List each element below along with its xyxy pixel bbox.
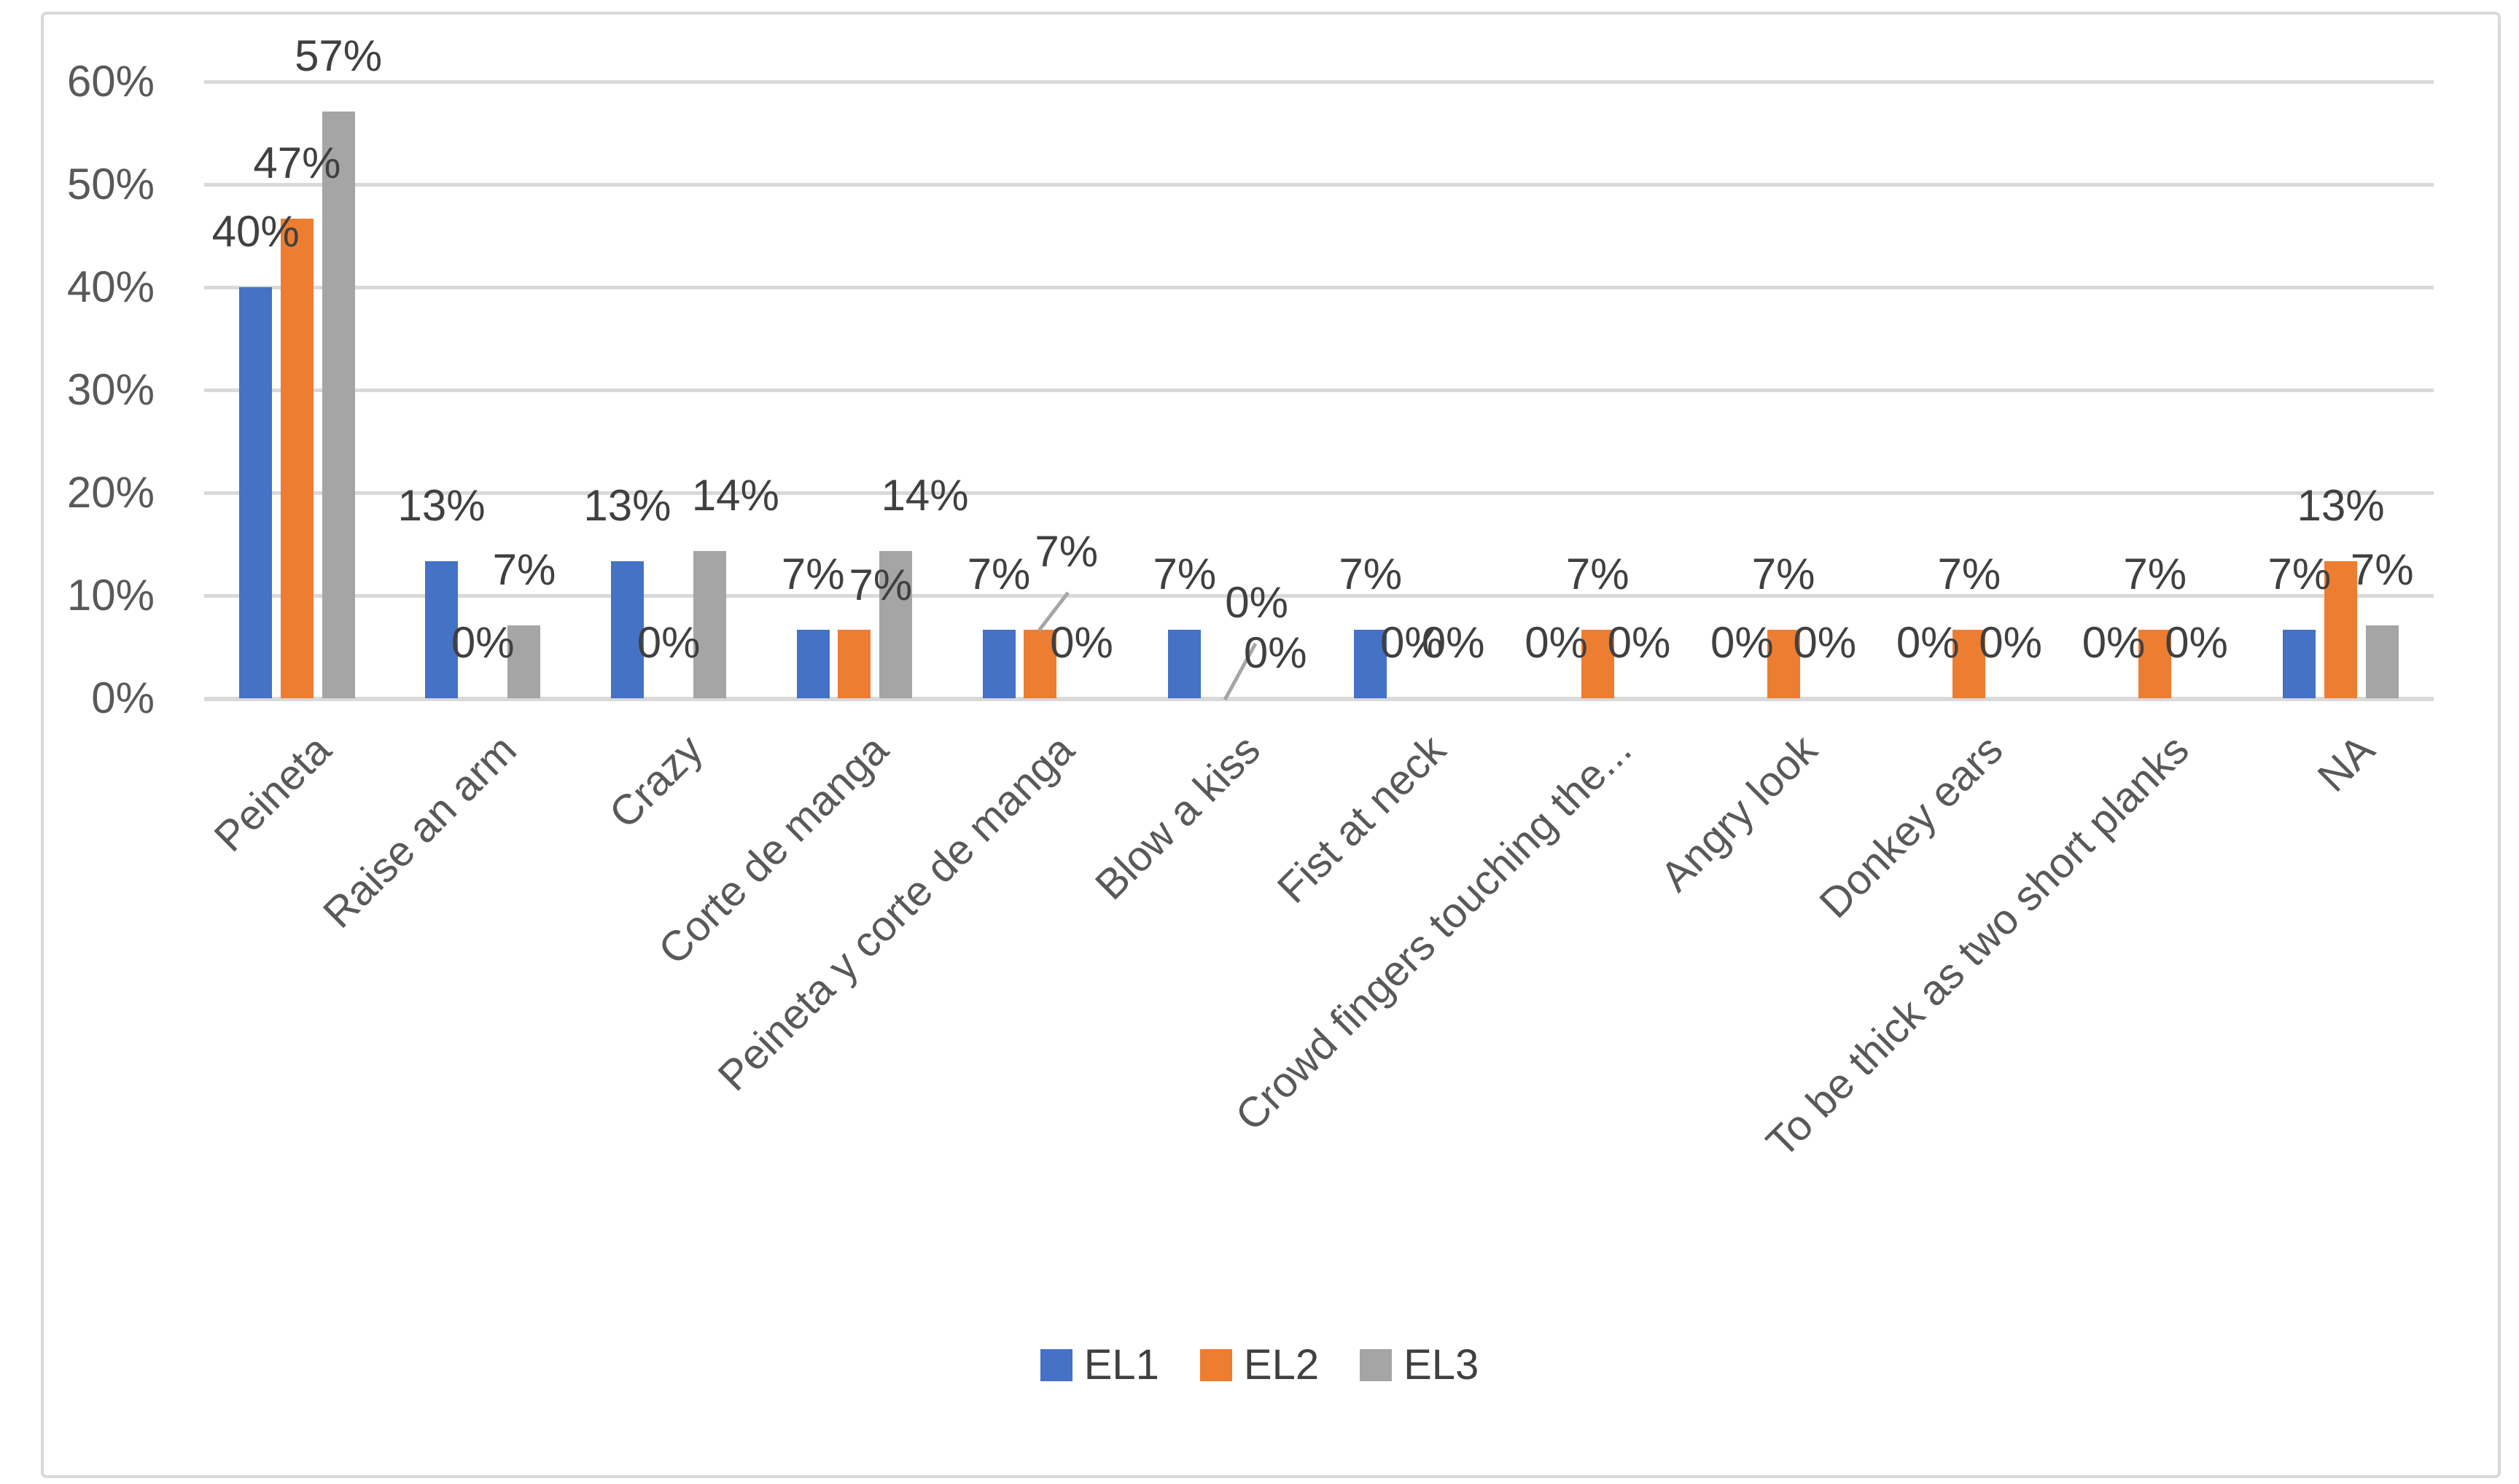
- bar-EL1-Peineta: [239, 287, 273, 698]
- legend-item-EL2: EL2: [1199, 1341, 1320, 1389]
- data-label-EL1-Donkey ears: 0%: [1896, 618, 1960, 667]
- data-label-EL1-Crazy: 13%: [583, 481, 671, 531]
- y-axis-tick-label: 0%: [91, 673, 155, 722]
- legend: EL1 EL2 EL3: [0, 1341, 2519, 1389]
- data-label-EL3-Angry look: 0%: [1793, 618, 1857, 667]
- gridline-0%: [204, 697, 2434, 701]
- data-label-EL3-Crazy: 14%: [691, 471, 779, 520]
- data-label-EL3-Peineta y corte de manga: 0%: [1050, 618, 1113, 667]
- data-label-EL1-Blow a kiss: 7%: [1153, 549, 1217, 598]
- data-label-EL3-Fist at neck: 0%: [1421, 618, 1485, 667]
- data-label-EL3-Donkey ears: 0%: [1979, 618, 2042, 667]
- data-label-EL3-Raise an arm: 7%: [492, 544, 556, 594]
- data-label-EL1-Angry look: 0%: [1710, 618, 1774, 667]
- y-axis-tick-label: 30%: [66, 365, 155, 414]
- bar-EL1-NA: [2283, 629, 2316, 698]
- legend-swatch-EL3: [1360, 1349, 1393, 1381]
- data-label-EL1-Corte de manga: 7%: [781, 549, 845, 598]
- bar-EL3-Peineta: [322, 111, 355, 698]
- data-label-EL3-To be thick as two short planks: 0%: [2165, 618, 2228, 667]
- data-label-EL1-Peineta: 40%: [211, 207, 300, 256]
- data-label-EL2-To be thick as two short planks: 7%: [2123, 549, 2187, 598]
- data-label-EL3-NA: 7%: [2350, 544, 2414, 594]
- bar-EL1-Fist at neck: [1354, 629, 1387, 698]
- chart-border: [41, 12, 2501, 1478]
- data-label-EL2-Crowd fingers touching the...: 7%: [1565, 549, 1630, 598]
- bar-EL3-Crazy: [693, 551, 727, 698]
- gridline-10%: [204, 594, 2434, 598]
- legend-item-EL1: EL1: [1040, 1341, 1159, 1389]
- data-label-EL2-Crazy: 0%: [636, 618, 701, 667]
- bar-EL2-NA: [2324, 561, 2358, 698]
- bar-EL1-Raise an arm: [425, 561, 459, 698]
- data-label-EL1-Crowd fingers touching the...: 0%: [1525, 618, 1588, 667]
- bar-EL1-Blow a kiss: [1168, 629, 1202, 698]
- y-axis-tick-label: 40%: [66, 262, 155, 311]
- legend-swatch-EL1: [1040, 1349, 1072, 1381]
- legend-label-EL2: EL2: [1243, 1341, 1320, 1389]
- bar-EL1-Corte de manga: [796, 629, 830, 698]
- data-label-EL1-NA: 7%: [2267, 549, 2332, 598]
- data-label-EL2-Blow a kiss: 0%: [1225, 578, 1288, 627]
- gridline-40%: [204, 286, 2434, 289]
- gridline-50%: [204, 183, 2434, 187]
- legend-swatch-EL2: [1199, 1349, 1232, 1381]
- bar-EL3-Raise an arm: [507, 625, 541, 698]
- bar-EL3-NA: [2365, 625, 2399, 698]
- data-label-EL2-Peineta: 47%: [253, 138, 341, 187]
- data-label-EL2-Corte de manga: 7%: [849, 560, 913, 609]
- y-axis-tick-label: 10%: [66, 571, 155, 620]
- gridline-60%: [204, 80, 2434, 84]
- bar-EL2-Donkey ears: [1952, 629, 1986, 698]
- data-label-EL3-Blow a kiss: 0%: [1243, 628, 1307, 677]
- bar-EL2-Peineta y corte de manga: [1024, 629, 1057, 698]
- bar-EL1-Crazy: [610, 561, 644, 698]
- y-axis-tick-label: 50%: [66, 160, 155, 208]
- data-label-EL2-NA: 13%: [2297, 481, 2385, 531]
- legend-label-EL1: EL1: [1083, 1341, 1159, 1389]
- gridline-30%: [204, 388, 2434, 392]
- bar-EL2-To be thick as two short planks: [2138, 629, 2172, 698]
- data-label-EL3-Peineta: 57%: [295, 31, 383, 80]
- data-label-EL1-Raise an arm: 13%: [397, 481, 486, 531]
- data-label-EL1-Fist at neck: 7%: [1339, 549, 1403, 598]
- bar-EL1-Peineta y corte de manga: [982, 629, 1016, 698]
- data-label-EL2-Fist at neck: 0%: [1380, 618, 1444, 667]
- bar-EL2-Corte de manga: [838, 629, 871, 698]
- legend-label-EL3: EL3: [1403, 1341, 1479, 1389]
- data-label-EL2-Angry look: 7%: [1751, 549, 1815, 598]
- legend-item-EL3: EL3: [1360, 1341, 1479, 1389]
- y-axis-tick-label: 60%: [66, 57, 155, 106]
- data-label-EL3-Corte de manga: 14%: [881, 471, 969, 520]
- data-label-EL2-Peineta y corte de manga: 7%: [1035, 526, 1099, 576]
- bar-EL3-Corte de manga: [879, 551, 913, 698]
- bar-EL2-Angry look: [1767, 629, 1800, 698]
- data-label-EL3-Crowd fingers touching the...: 0%: [1607, 618, 1671, 667]
- data-label-EL1-Peineta y corte de manga: 7%: [967, 549, 1031, 598]
- data-label-EL2-Raise an arm: 0%: [451, 618, 515, 667]
- gridline-20%: [204, 491, 2434, 495]
- y-axis-tick-label: 20%: [66, 468, 155, 517]
- bar-EL2-Peineta: [280, 218, 314, 698]
- bar-EL2-Crowd fingers touching the...: [1581, 629, 1614, 698]
- data-label-EL2-Donkey ears: 7%: [1937, 549, 2001, 598]
- data-label-EL1-To be thick as two short planks: 0%: [2082, 618, 2146, 667]
